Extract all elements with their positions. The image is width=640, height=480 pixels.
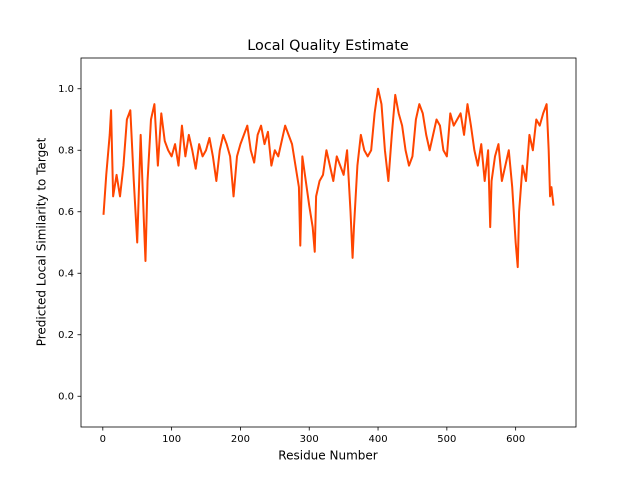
x-axis-label: Residue Number (278, 449, 377, 463)
x-tick-label: 400 (368, 434, 387, 445)
data-line (102, 87, 555, 269)
y-tick-label: 0.6 (58, 207, 74, 218)
y-tick-label: 1.0 (58, 84, 74, 95)
x-tick-label: 600 (506, 434, 525, 445)
y-tick-label: 0.0 (58, 391, 74, 402)
chart-title: Local Quality Estimate (247, 38, 409, 54)
y-axis-label: Predicted Local Similarity to Target (35, 137, 49, 346)
x-tick-label: 200 (231, 434, 250, 445)
x-tick-label: 500 (437, 434, 456, 445)
x-tick-label: 300 (300, 434, 319, 445)
y-tick-label: 0.8 (58, 145, 74, 156)
plot-frame (80, 57, 577, 428)
y-tick-label: 0.2 (58, 330, 74, 341)
x-tick-label: 100 (162, 434, 181, 445)
x-tick-label: 0 (100, 434, 106, 445)
y-tick-label: 0.4 (58, 268, 74, 279)
